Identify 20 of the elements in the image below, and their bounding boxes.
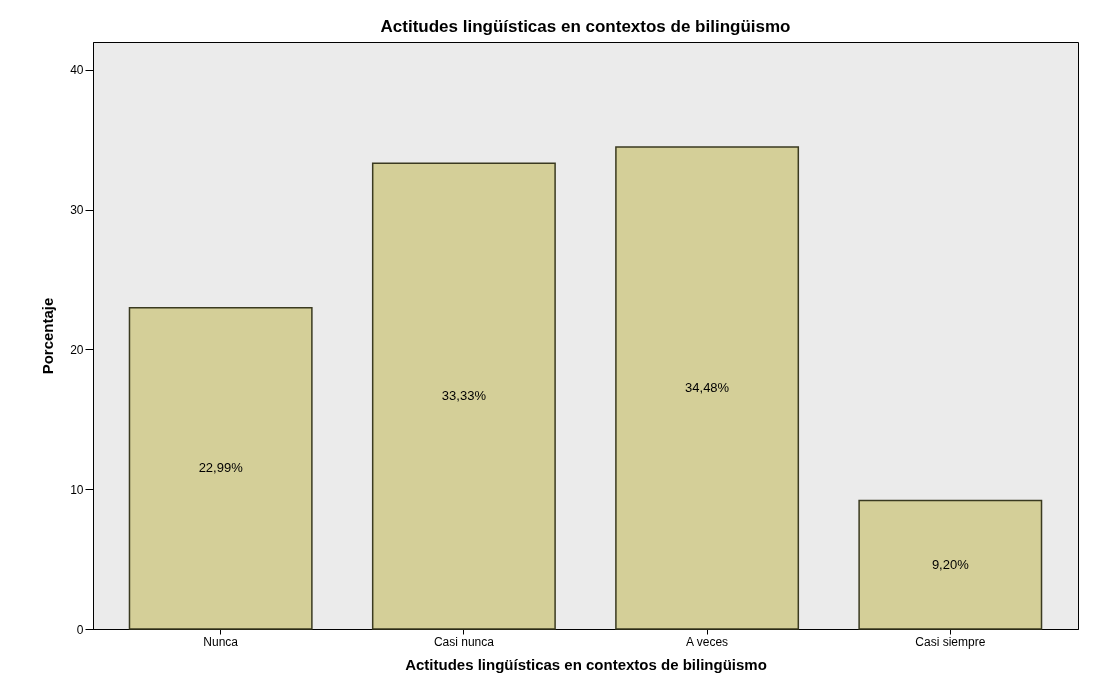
x-tick-label: Casi siempre: [915, 634, 986, 649]
y-tick-label: 30: [70, 203, 84, 218]
x-axis-title: Actitudes lingüísticas en contextos de bilingüismo: [405, 655, 767, 673]
x-tick-label: Nunca: [203, 634, 239, 649]
data-label: 33,33%: [441, 388, 487, 404]
bar: [128, 306, 313, 630]
y-tick-label: 10: [70, 482, 84, 497]
chart-title: Actitudes lingüísticas en contextos de bilingüismo: [380, 17, 791, 36]
bar: [371, 162, 556, 630]
bar: [858, 499, 1043, 630]
y-tick-label: 0: [76, 622, 84, 637]
data-label: 22,99%: [198, 460, 244, 476]
x-tick-label: A veces: [686, 634, 729, 649]
data-label: 34,48%: [685, 380, 730, 396]
data-label: 9,20%: [931, 556, 970, 572]
y-axis-title: Porcentaje: [39, 297, 57, 375]
y-tick-label: 40: [70, 63, 84, 78]
y-tick-label: 20: [70, 342, 84, 357]
x-tick-label: Casi nunca: [433, 634, 495, 649]
bar: [615, 146, 800, 630]
